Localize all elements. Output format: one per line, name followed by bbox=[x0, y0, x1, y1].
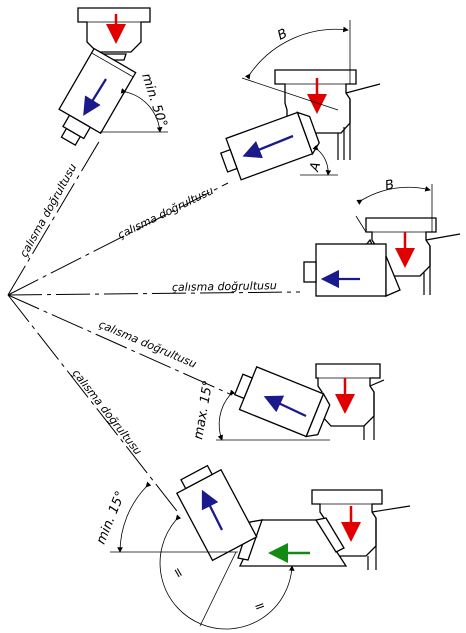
clamp-body-1 bbox=[77, 7, 151, 53]
assembly-1: min. 50° bbox=[58, 7, 170, 147]
min-15-label: min. 15° bbox=[94, 489, 129, 546]
blue-arrow-4 bbox=[263, 395, 307, 418]
direction-label-1: çalısma doğrultusu bbox=[17, 161, 79, 259]
dim-b-label-2: B bbox=[384, 177, 396, 194]
ray-1 bbox=[7, 139, 101, 296]
direction-rays bbox=[7, 139, 301, 516]
equal-label-1: = bbox=[169, 565, 187, 582]
assembly-4: max. 15° bbox=[191, 363, 385, 441]
direction-label-4: çalısma doğrultusu bbox=[97, 318, 199, 371]
ray-3 bbox=[7, 291, 301, 296]
equal-label-2: = bbox=[252, 598, 267, 616]
ray-2 bbox=[7, 182, 229, 296]
assembly-5: min. 15° = = bbox=[94, 464, 411, 630]
max-15-label: max. 15° bbox=[191, 379, 216, 440]
assembly-3: B bbox=[303, 177, 461, 297]
direction-label-3: çalısma doğrultusu bbox=[172, 279, 277, 294]
dim-a-label: A bbox=[307, 161, 324, 174]
blue-arrow-1 bbox=[83, 78, 107, 116]
assembly-2: B A bbox=[219, 20, 381, 181]
ray-4 bbox=[7, 294, 233, 396]
direction-label-2: çalısma doğrultusu bbox=[116, 184, 216, 242]
ray-5 bbox=[7, 294, 181, 516]
blue-arrow-2 bbox=[242, 134, 294, 159]
cylinder-3 bbox=[315, 243, 387, 297]
direction-label-5: çalısma doğrultusu bbox=[70, 367, 145, 458]
